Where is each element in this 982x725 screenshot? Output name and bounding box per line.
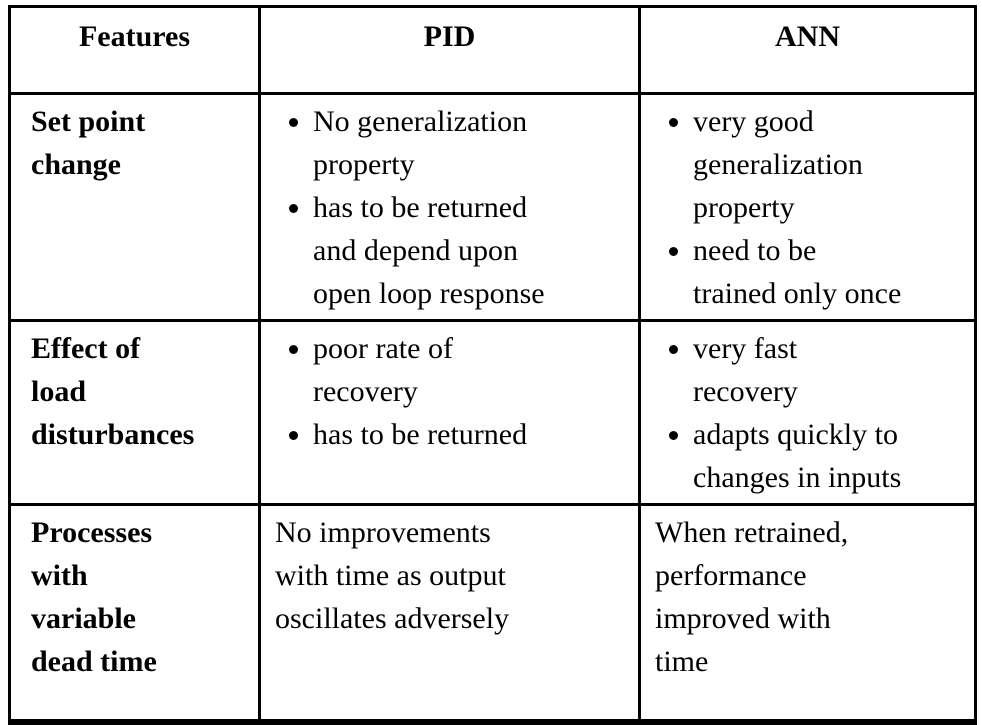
table-row-set-point-change: Set point change No generalization prope… <box>8 92 977 322</box>
cell-text: No improvements with time as output osci… <box>275 516 510 635</box>
bullet-item: No generalization property <box>313 100 630 186</box>
bullet-item: has to be returned <box>313 413 630 456</box>
feature-cell-set-point-change: Set point change <box>8 92 261 322</box>
header-cell-ann: ANN <box>638 5 977 95</box>
pid-ann-comparison-table: Features PID ANN Set point change No gen… <box>8 5 977 725</box>
ann-cell-load-disturbances: very fast recovery adapts quickly to cha… <box>638 319 977 506</box>
bullet-item: very fast recovery <box>693 327 966 413</box>
table-row-variable-dead-time: Processes with variable dead time No imp… <box>8 503 977 723</box>
table-row-load-disturbances: Effect of load disturbances poor rate of… <box>8 319 977 506</box>
bullet-list: very good generalization property need t… <box>643 100 967 315</box>
pid-cell-variable-dead-time: No improvements with time as output osci… <box>258 503 641 723</box>
header-cell-pid: PID <box>258 5 641 95</box>
pid-cell-set-point-change: No generalization property has to be ret… <box>258 92 641 322</box>
bullet-item: poor rate of recovery <box>313 327 630 413</box>
bullet-item: adapts quickly to changes in inputs <box>693 413 966 499</box>
bullet-item: very good generalization property <box>693 100 966 229</box>
feature-cell-variable-dead-time: Processes with variable dead time <box>8 503 261 723</box>
bullet-item: has to be returned and depend upon open … <box>313 186 630 315</box>
pid-cell-load-disturbances: poor rate of recovery has to be returned <box>258 319 641 506</box>
feature-cell-load-disturbances: Effect of load disturbances <box>8 319 261 506</box>
bullet-list: poor rate of recovery has to be returned <box>263 327 631 456</box>
ann-cell-set-point-change: very good generalization property need t… <box>638 92 977 322</box>
bullet-item: need to be trained only once <box>693 229 966 315</box>
header-cell-features: Features <box>8 5 261 95</box>
header-row: Features PID ANN <box>8 5 977 95</box>
bullet-list: very fast recovery adapts quickly to cha… <box>643 327 967 499</box>
cell-text: When retrained, performance improved wit… <box>655 516 849 678</box>
ann-cell-variable-dead-time: When retrained, performance improved wit… <box>638 503 977 723</box>
bullet-list: No generalization property has to be ret… <box>263 100 631 315</box>
